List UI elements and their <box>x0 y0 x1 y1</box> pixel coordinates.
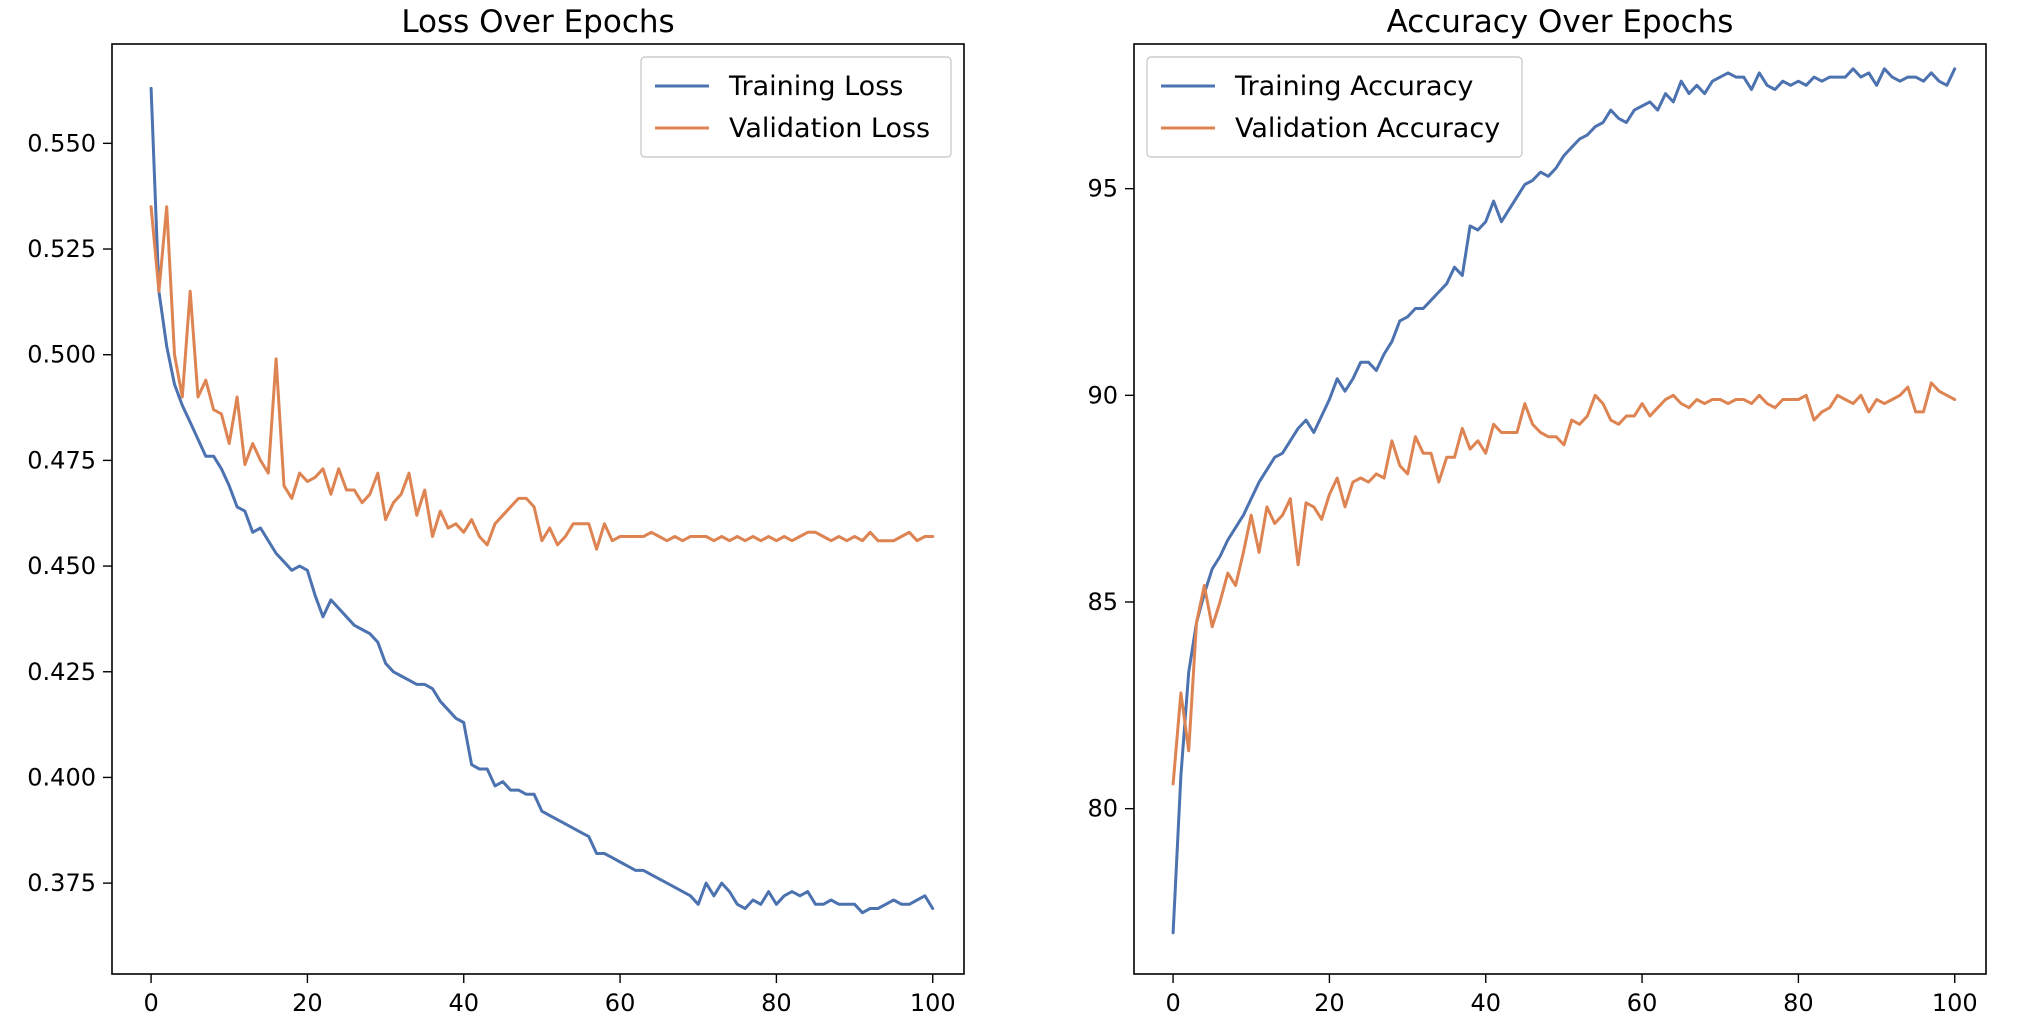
series-layer <box>1171 67 1957 935</box>
chart-panel-2: Accuracy Over Epochs 0 20 40 60 80 100 80 85 90 95… <box>1087 4 1987 1017</box>
series-line-validation <box>1171 381 1957 786</box>
x-tick-label: 100 <box>910 989 956 1017</box>
y-tick-label: 95 <box>1087 175 1118 203</box>
x-tick-label: 40 <box>448 989 479 1017</box>
y-tick-label: 0.500 <box>27 341 96 369</box>
y-tick-label: 0.475 <box>27 446 96 474</box>
y-tick-label: 80 <box>1087 795 1118 823</box>
axes-frame <box>111 43 965 975</box>
legend-label-validation: Validation Loss <box>729 113 930 144</box>
series-line-training <box>1171 67 1957 935</box>
legend-label-training: Training Loss <box>728 71 903 102</box>
x-tick-label: 100 <box>1932 989 1978 1017</box>
y-tick-label: 0.425 <box>27 658 96 686</box>
series-layer <box>149 86 935 915</box>
x-tick-label: 60 <box>1627 989 1658 1017</box>
y-tick-label: 90 <box>1087 381 1118 409</box>
x-tick-label: 80 <box>1783 989 1814 1017</box>
x-tick-label: 0 <box>1165 989 1180 1017</box>
series-line-training <box>149 86 935 915</box>
x-tick-label: 20 <box>1314 989 1345 1017</box>
axes-frame <box>1133 43 1987 975</box>
legend: Training Loss Validation Loss <box>640 56 952 158</box>
legend-label-validation: Validation Accuracy <box>1235 113 1500 144</box>
x-tick-label: 0 <box>143 989 158 1017</box>
x-tick-label: 60 <box>605 989 636 1017</box>
series-line-validation <box>149 205 935 551</box>
x-tick-label: 80 <box>761 989 792 1017</box>
y-tick-label: 0.450 <box>27 552 96 580</box>
x-tick-label: 40 <box>1470 989 1501 1017</box>
y-tick-label: 0.550 <box>27 129 96 157</box>
x-tick-label: 20 <box>292 989 323 1017</box>
legend-label-training: Training Accuracy <box>1234 71 1473 102</box>
legend: Training Accuracy Validation Accuracy <box>1146 56 1523 158</box>
legend-box <box>1146 56 1523 158</box>
y-tick-label: 85 <box>1087 588 1118 616</box>
chart-panel-1: Loss Over Epochs 0 20 40 60 80 100 0.375 0.400 0.… <box>27 4 965 1017</box>
chart-title: Accuracy Over Epochs <box>1387 4 1734 40</box>
y-tick-label: 0.525 <box>27 235 96 263</box>
chart-title: Loss Over Epochs <box>401 4 674 40</box>
y-tick-label: 0.375 <box>27 869 96 897</box>
legend-box <box>640 56 952 158</box>
y-tick-label: 0.400 <box>27 763 96 791</box>
